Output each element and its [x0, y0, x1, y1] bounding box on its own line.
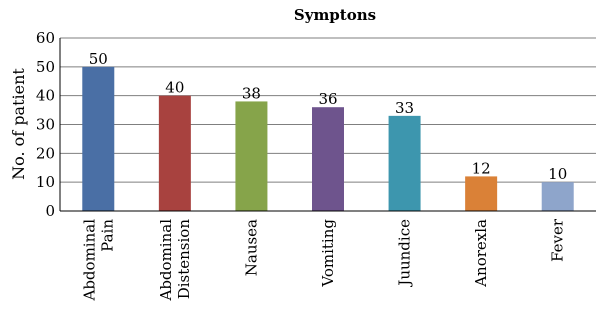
category-label: Vomiting — [319, 219, 337, 288]
data-label: 40 — [165, 79, 184, 97]
category-label: Nausea — [242, 219, 260, 276]
data-label: 10 — [548, 165, 567, 183]
svg-text:AbdominalPain: AbdominalPain — [80, 219, 116, 302]
data-label: 33 — [395, 99, 414, 117]
svg-text:Vomiting: Vomiting — [319, 219, 337, 288]
y-tick-label: 0 — [45, 202, 55, 220]
chart-title: Symptons — [294, 6, 376, 24]
bar — [388, 115, 421, 211]
category-label: Anorexla — [472, 219, 490, 288]
y-tick-label: 10 — [36, 173, 55, 191]
category-label: AbdominalPain — [80, 219, 116, 302]
svg-text:Fever: Fever — [549, 218, 567, 262]
svg-text:Anorexla: Anorexla — [472, 219, 490, 288]
data-labels: 50 40 38 36 33 12 10 — [89, 50, 568, 183]
svg-text:AbdominalDistension: AbdominalDistension — [157, 219, 193, 302]
y-tick-label: 30 — [36, 116, 55, 134]
bars — [82, 66, 574, 211]
bar — [465, 176, 498, 211]
category-label: Juundice — [396, 219, 414, 288]
y-tick-label: 20 — [36, 144, 55, 162]
data-label: 12 — [472, 159, 491, 177]
category-label: Fever — [549, 218, 567, 262]
bar — [82, 66, 115, 211]
svg-text:Nausea: Nausea — [242, 219, 260, 276]
y-tick-label: 40 — [36, 87, 55, 105]
bar — [312, 107, 344, 211]
data-label: 38 — [242, 84, 261, 102]
category-labels: AbdominalPain AbdominalDistension Nausea Vo… — [80, 218, 566, 301]
y-tick-label: 60 — [36, 29, 55, 47]
bar — [235, 101, 268, 211]
bar — [158, 95, 191, 211]
y-axis-label: No. of patient — [9, 68, 28, 180]
data-label: 50 — [89, 50, 108, 68]
y-tick-label: 50 — [36, 58, 55, 76]
category-label: AbdominalDistension — [157, 219, 193, 302]
y-tick-labels: 0 10 20 30 40 50 60 — [36, 29, 55, 220]
data-label: 36 — [318, 90, 337, 108]
bar — [541, 182, 574, 211]
svg-text:Juundice: Juundice — [396, 219, 414, 288]
